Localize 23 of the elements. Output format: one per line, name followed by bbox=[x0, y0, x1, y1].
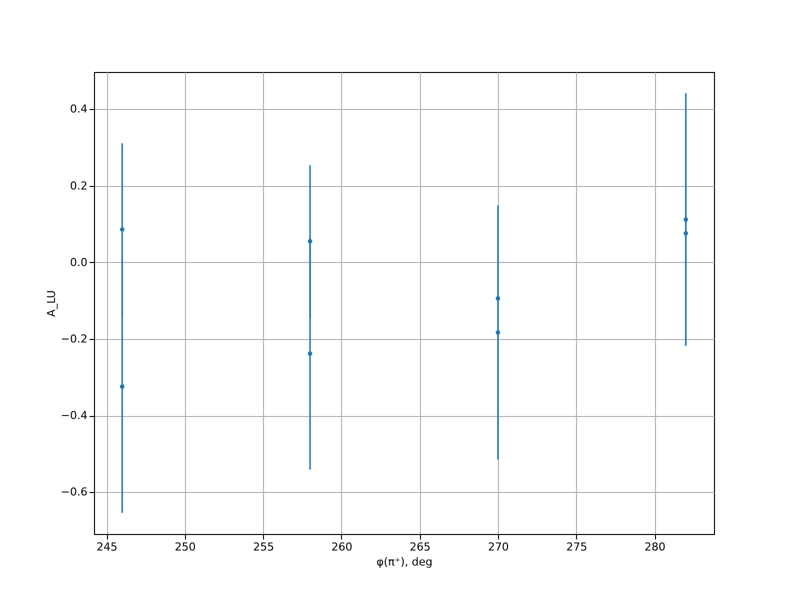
y-tick-label: −0.6 bbox=[60, 486, 88, 499]
point bbox=[684, 217, 688, 222]
x-tick-label: 280 bbox=[644, 540, 666, 554]
y-tick-label: 0.2 bbox=[70, 179, 88, 192]
x-tick-label: 250 bbox=[174, 540, 196, 554]
x-tick-label: 255 bbox=[253, 540, 274, 554]
x-tick-label: 270 bbox=[488, 540, 509, 554]
x-tick-label: 260 bbox=[331, 540, 352, 554]
y-tick-label: 0.4 bbox=[70, 102, 88, 116]
point bbox=[496, 330, 500, 335]
point bbox=[308, 351, 312, 356]
point bbox=[120, 384, 124, 389]
x-tick-label: 245 bbox=[96, 540, 118, 554]
x-tick-label: 265 bbox=[410, 540, 431, 554]
y-axis-title: A_LU bbox=[44, 290, 58, 317]
y-tick-label: 0.0 bbox=[70, 256, 88, 269]
point bbox=[120, 227, 124, 232]
point bbox=[684, 231, 688, 236]
point bbox=[308, 239, 312, 244]
x-axis-title: φ(π⁺), deg bbox=[376, 556, 432, 568]
y-tick-label: −0.4 bbox=[60, 409, 88, 422]
y-tick-label: −0.2 bbox=[60, 332, 88, 346]
x-tick-label: 275 bbox=[566, 540, 588, 554]
